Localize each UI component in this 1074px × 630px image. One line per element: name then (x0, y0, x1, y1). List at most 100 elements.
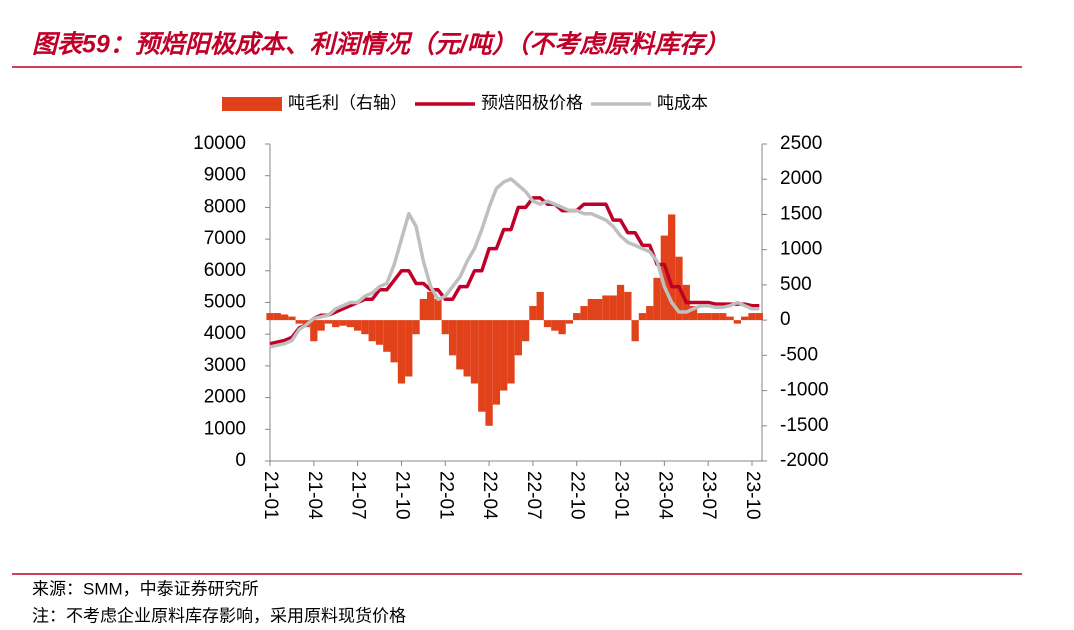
bar (288, 316, 296, 321)
bar (266, 313, 274, 321)
bar (660, 235, 669, 321)
bar (653, 277, 661, 321)
bar (339, 320, 347, 326)
bar (689, 306, 698, 321)
y-tick-label: 2000 (204, 387, 246, 408)
x-tick-label: 23-07 (698, 471, 719, 520)
bar (397, 320, 406, 384)
y-tick-label: 1000 (204, 418, 246, 439)
x-tick-label: 23-10 (742, 471, 763, 520)
bar (332, 320, 340, 328)
y-tick-label: 7000 (204, 228, 246, 249)
bar (310, 320, 318, 342)
y-tick-label: 0 (235, 450, 246, 471)
bar (419, 298, 428, 321)
bar (741, 316, 749, 321)
bar (631, 320, 639, 342)
source-note: 来源：SMM，中泰证券研究所 (32, 579, 259, 598)
bar (719, 313, 727, 321)
bar (609, 295, 617, 321)
y-tick-label: 3000 (204, 355, 246, 376)
bar (565, 320, 574, 324)
bar (507, 320, 515, 384)
bar (711, 313, 720, 321)
legend-label: 吨成本 (657, 93, 708, 112)
bar (353, 320, 362, 331)
y2-tick-label: -1500 (780, 415, 829, 436)
bar (456, 320, 464, 370)
bar (551, 320, 559, 331)
bar (383, 320, 391, 352)
bar (346, 320, 354, 328)
y2-tick-label: 2000 (780, 168, 822, 189)
line (269, 177, 760, 349)
bar (361, 320, 369, 335)
x-tick-label: 21-04 (304, 471, 325, 520)
bar (485, 320, 493, 426)
bar (441, 320, 449, 335)
legend-swatch (222, 97, 282, 111)
footnote: 注：不考虑企业原料库存影响，采用原料现货价格 (32, 606, 406, 625)
line (269, 196, 760, 346)
bar (529, 306, 537, 321)
bar (492, 320, 501, 405)
bar (412, 320, 420, 335)
bar (536, 291, 544, 321)
x-tick-label: 22-07 (523, 471, 544, 520)
y2-tick-label: 500 (780, 274, 812, 295)
y2-tick-label: 2500 (780, 133, 822, 154)
bar (587, 298, 595, 321)
bar (638, 313, 647, 321)
bar (463, 320, 471, 377)
bar (273, 313, 281, 321)
bar (624, 291, 632, 321)
bar (668, 214, 676, 321)
x-tick-label: 21-07 (348, 471, 369, 520)
y-tick-label: 8000 (204, 196, 246, 217)
y2-tick-label: -500 (780, 344, 818, 365)
x-tick-label: 21-10 (391, 471, 412, 520)
legend-label: 预焙阳极价格 (481, 93, 583, 112)
bar (580, 306, 588, 321)
x-tick-label: 22-04 (479, 471, 500, 520)
bar (514, 320, 522, 356)
y2-tick-label: 1500 (780, 203, 822, 224)
bar (500, 320, 508, 391)
bar (470, 320, 479, 384)
bar (368, 320, 376, 342)
y-tick-label: 9000 (204, 165, 246, 186)
bar (748, 313, 756, 321)
bar (646, 306, 654, 321)
y-tick-label: 10000 (193, 133, 246, 154)
bar (295, 320, 303, 324)
bar (616, 284, 625, 321)
bar (602, 295, 610, 321)
bar (478, 320, 486, 412)
bar (755, 313, 763, 321)
chart-title: 图表59：预焙阳极成本、利润情况（元/吨）（不考虑原料库存） (32, 31, 729, 59)
x-tick-label: 21-01 (260, 471, 281, 520)
bar (317, 320, 325, 331)
bar (573, 313, 581, 321)
bar (558, 320, 566, 335)
bar (405, 320, 413, 377)
legend-label: 吨毛利（右轴） (288, 93, 407, 112)
y-tick-label: 4000 (204, 323, 246, 344)
bar (697, 313, 705, 321)
x-tick-label: 22-01 (435, 471, 456, 520)
bar (733, 320, 742, 324)
bar (280, 314, 289, 321)
bar (448, 320, 457, 356)
x-tick-label: 23-01 (611, 471, 632, 520)
y2-tick-label: -1000 (780, 380, 829, 401)
bar (324, 320, 333, 324)
bar (375, 320, 384, 345)
bar (427, 291, 435, 321)
bar (543, 320, 552, 328)
bar (594, 298, 603, 321)
y2-tick-label: -2000 (780, 450, 829, 471)
bar (434, 298, 442, 321)
y-tick-label: 5000 (204, 292, 246, 313)
x-tick-label: 23-04 (654, 471, 675, 520)
